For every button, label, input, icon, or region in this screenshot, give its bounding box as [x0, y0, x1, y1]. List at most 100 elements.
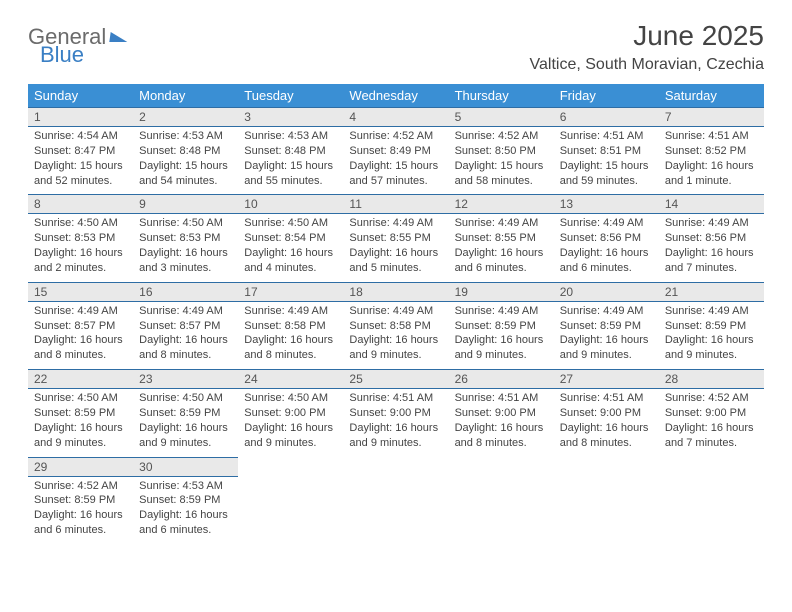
- day-number: 10: [238, 194, 343, 214]
- sunrise-text: Sunrise: 4:49 AM: [449, 304, 554, 319]
- sunset-text: Sunset: 8:56 PM: [659, 231, 764, 246]
- sunset-text: Sunset: 9:00 PM: [554, 406, 659, 421]
- day-number: 29: [28, 457, 133, 477]
- sunrise-text: Sunrise: 4:50 AM: [133, 216, 238, 231]
- day-cell: 13Sunrise: 4:49 AMSunset: 8:56 PMDayligh…: [554, 194, 659, 281]
- day-cell: 25Sunrise: 4:51 AMSunset: 9:00 PMDayligh…: [343, 369, 448, 456]
- day-number: 21: [659, 282, 764, 302]
- day-number: 26: [449, 369, 554, 389]
- daylight-text: Daylight: 16 hours and 9 minutes.: [28, 421, 133, 451]
- location: Valtice, South Moravian, Czechia: [530, 56, 764, 74]
- sunset-text: Sunset: 8:59 PM: [28, 406, 133, 421]
- day-cell: 29Sunrise: 4:52 AMSunset: 8:59 PMDayligh…: [28, 457, 133, 544]
- daylight-text: Daylight: 16 hours and 7 minutes.: [659, 246, 764, 276]
- daylight-text: Daylight: 16 hours and 7 minutes.: [659, 421, 764, 451]
- daylight-text: Daylight: 15 hours and 52 minutes.: [28, 159, 133, 189]
- sunset-text: Sunset: 8:59 PM: [449, 319, 554, 334]
- day-cell: 11Sunrise: 4:49 AMSunset: 8:55 PMDayligh…: [343, 194, 448, 281]
- week-row: 1Sunrise: 4:54 AMSunset: 8:47 PMDaylight…: [28, 107, 764, 194]
- day-cell: 18Sunrise: 4:49 AMSunset: 8:58 PMDayligh…: [343, 282, 448, 369]
- day-cell: 19Sunrise: 4:49 AMSunset: 8:59 PMDayligh…: [449, 282, 554, 369]
- sunset-text: Sunset: 8:57 PM: [28, 319, 133, 334]
- daylight-text: Daylight: 16 hours and 8 minutes.: [238, 333, 343, 363]
- daylight-text: Daylight: 16 hours and 2 minutes.: [28, 246, 133, 276]
- day-header: Sunday: [28, 84, 133, 107]
- daylight-text: Daylight: 15 hours and 54 minutes.: [133, 159, 238, 189]
- sunset-text: Sunset: 8:50 PM: [449, 144, 554, 159]
- sunrise-text: Sunrise: 4:49 AM: [554, 304, 659, 319]
- daylight-text: Daylight: 16 hours and 9 minutes.: [659, 333, 764, 363]
- day-header-row: Sunday Monday Tuesday Wednesday Thursday…: [28, 84, 764, 107]
- day-cell: 9Sunrise: 4:50 AMSunset: 8:53 PMDaylight…: [133, 194, 238, 281]
- sunset-text: Sunset: 8:48 PM: [133, 144, 238, 159]
- day-cell-inner: 29Sunrise: 4:52 AMSunset: 8:59 PMDayligh…: [28, 457, 133, 544]
- daylight-text: Daylight: 16 hours and 8 minutes.: [449, 421, 554, 451]
- day-cell-inner: 4Sunrise: 4:52 AMSunset: 8:49 PMDaylight…: [343, 107, 448, 194]
- day-cell-inner: 10Sunrise: 4:50 AMSunset: 8:54 PMDayligh…: [238, 194, 343, 281]
- day-header: Thursday: [449, 84, 554, 107]
- day-cell-inner: 1 Sunrise: 4:54 AMSunset: 8:47 PMDaylight…: [28, 107, 133, 194]
- sunset-text: Sunset: 8:47 PM: [28, 144, 133, 159]
- sunset-text: Sunset: 9:00 PM: [238, 406, 343, 421]
- sunrise-text: Sunrise: 4:50 AM: [28, 391, 133, 406]
- day-cell-inner: 17Sunrise: 4:49 AMSunset: 8:58 PMDayligh…: [238, 282, 343, 369]
- sunset-text: Sunset: 9:00 PM: [449, 406, 554, 421]
- day-cell-inner: 3Sunrise: 4:53 AMSunset: 8:48 PMDaylight…: [238, 107, 343, 194]
- empty-cell: [659, 457, 764, 544]
- daylight-text: Daylight: 15 hours and 57 minutes.: [343, 159, 448, 189]
- daylight-text: Daylight: 16 hours and 9 minutes.: [343, 421, 448, 451]
- daylight-text: Daylight: 16 hours and 4 minutes.: [238, 246, 343, 276]
- sunset-text: Sunset: 8:48 PM: [238, 144, 343, 159]
- day-cell: 1 Sunrise: 4:54 AMSunset: 8:47 PMDaylight…: [28, 107, 133, 194]
- sunrise-text: Sunrise: 4:54 AM: [28, 129, 133, 144]
- day-cell-inner: 20Sunrise: 4:49 AMSunset: 8:59 PMDayligh…: [554, 282, 659, 369]
- sunset-text: Sunset: 8:57 PM: [133, 319, 238, 334]
- day-number: 2: [133, 107, 238, 127]
- day-cell: 20Sunrise: 4:49 AMSunset: 8:59 PMDayligh…: [554, 282, 659, 369]
- week-row: 22Sunrise: 4:50 AMSunset: 8:59 PMDayligh…: [28, 369, 764, 456]
- day-cell-inner: 26Sunrise: 4:51 AMSunset: 9:00 PMDayligh…: [449, 369, 554, 456]
- sunset-text: Sunset: 8:51 PM: [554, 144, 659, 159]
- day-cell-inner: 21Sunrise: 4:49 AMSunset: 8:59 PMDayligh…: [659, 282, 764, 369]
- sunrise-text: Sunrise: 4:49 AM: [343, 216, 448, 231]
- daylight-text: Daylight: 16 hours and 6 minutes.: [133, 508, 238, 538]
- day-cell: 28Sunrise: 4:52 AMSunset: 9:00 PMDayligh…: [659, 369, 764, 456]
- daylight-text: Daylight: 16 hours and 8 minutes.: [28, 333, 133, 363]
- day-header: Friday: [554, 84, 659, 107]
- sunset-text: Sunset: 9:00 PM: [659, 406, 764, 421]
- empty-cell: [554, 457, 659, 544]
- day-number: 27: [554, 369, 659, 389]
- daylight-text: Daylight: 16 hours and 8 minutes.: [133, 333, 238, 363]
- sunrise-text: Sunrise: 4:49 AM: [449, 216, 554, 231]
- sunset-text: Sunset: 8:58 PM: [343, 319, 448, 334]
- day-cell: 8Sunrise: 4:50 AMSunset: 8:53 PMDaylight…: [28, 194, 133, 281]
- day-number: 1: [28, 107, 133, 127]
- daylight-text: Daylight: 16 hours and 9 minutes.: [554, 333, 659, 363]
- day-cell-inner: 19Sunrise: 4:49 AMSunset: 8:59 PMDayligh…: [449, 282, 554, 369]
- day-number: 23: [133, 369, 238, 389]
- daylight-text: Daylight: 16 hours and 6 minutes.: [28, 508, 133, 538]
- sunrise-text: Sunrise: 4:49 AM: [343, 304, 448, 319]
- day-number: 8: [28, 194, 133, 214]
- week-row: 29Sunrise: 4:52 AMSunset: 8:59 PMDayligh…: [28, 457, 764, 544]
- day-cell-inner: 13Sunrise: 4:49 AMSunset: 8:56 PMDayligh…: [554, 194, 659, 281]
- sunset-text: Sunset: 8:53 PM: [28, 231, 133, 246]
- sunrise-text: Sunrise: 4:53 AM: [238, 129, 343, 144]
- day-cell: 26Sunrise: 4:51 AMSunset: 9:00 PMDayligh…: [449, 369, 554, 456]
- sunset-text: Sunset: 8:59 PM: [28, 493, 133, 508]
- sunset-text: Sunset: 8:49 PM: [343, 144, 448, 159]
- sunrise-text: Sunrise: 4:49 AM: [659, 304, 764, 319]
- day-header: Tuesday: [238, 84, 343, 107]
- day-cell-inner: 24Sunrise: 4:50 AMSunset: 9:00 PMDayligh…: [238, 369, 343, 456]
- day-number: 30: [133, 457, 238, 477]
- sunrise-text: Sunrise: 4:51 AM: [554, 391, 659, 406]
- day-cell-inner: 11Sunrise: 4:49 AMSunset: 8:55 PMDayligh…: [343, 194, 448, 281]
- day-cell: 2Sunrise: 4:53 AMSunset: 8:48 PMDaylight…: [133, 107, 238, 194]
- day-number: 24: [238, 369, 343, 389]
- sunrise-text: Sunrise: 4:49 AM: [28, 304, 133, 319]
- empty-cell: [343, 457, 448, 544]
- week-row: 15Sunrise: 4:49 AMSunset: 8:57 PMDayligh…: [28, 282, 764, 369]
- calendar-body: 1Sunrise: 4:54 AMSunset: 8:47 PMDaylight…: [28, 107, 764, 544]
- day-number: 3: [238, 107, 343, 127]
- day-cell-inner: 5Sunrise: 4:52 AMSunset: 8:50 PMDaylight…: [449, 107, 554, 194]
